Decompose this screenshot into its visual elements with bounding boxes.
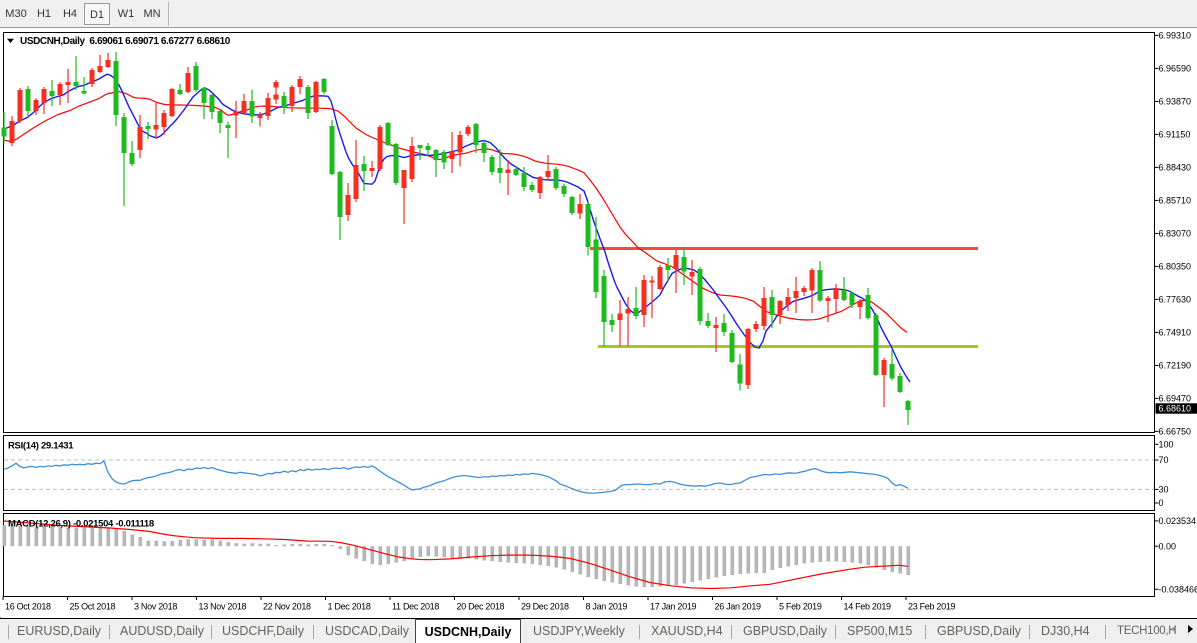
svg-text:3 Nov 2018: 3 Nov 2018 bbox=[134, 602, 177, 612]
svg-text:6.96590: 6.96590 bbox=[1159, 64, 1192, 74]
svg-text:6.99310: 6.99310 bbox=[1159, 31, 1192, 41]
svg-text:25 Oct 2018: 25 Oct 2018 bbox=[70, 602, 116, 612]
svg-text:6.88430: 6.88430 bbox=[1159, 163, 1192, 173]
svg-text:16 Oct 2018: 16 Oct 2018 bbox=[5, 602, 51, 612]
svg-text:100: 100 bbox=[1159, 440, 1174, 450]
svg-text:8 Jan 2019: 8 Jan 2019 bbox=[586, 602, 628, 612]
svg-text:17 Jan 2019: 17 Jan 2019 bbox=[650, 602, 697, 612]
svg-text:6.68610: 6.68610 bbox=[1159, 404, 1192, 414]
svg-text:USDCNH,Daily 6.69061 6.69071: USDCNH,Daily 6.69061 6.69071 6.67277 6.6… bbox=[20, 36, 231, 47]
svg-text:6.91150: 6.91150 bbox=[1159, 130, 1191, 140]
svg-text:6.69470: 6.69470 bbox=[1159, 394, 1192, 404]
svg-text:13 Nov 2018: 13 Nov 2018 bbox=[199, 602, 247, 612]
svg-text:22 Nov 2018: 22 Nov 2018 bbox=[263, 602, 311, 612]
svg-text:1 Dec 2018: 1 Dec 2018 bbox=[328, 602, 371, 612]
svg-text:29 Dec 2018: 29 Dec 2018 bbox=[521, 602, 569, 612]
svg-text:6.85710: 6.85710 bbox=[1159, 196, 1192, 206]
svg-text:-0.038466: -0.038466 bbox=[1159, 585, 1197, 595]
svg-text:30: 30 bbox=[1159, 485, 1169, 495]
svg-text:14 Feb 2019: 14 Feb 2019 bbox=[844, 602, 892, 612]
svg-text:70: 70 bbox=[1159, 455, 1169, 465]
svg-text:5 Feb 2019: 5 Feb 2019 bbox=[779, 602, 822, 612]
svg-text:6.74910: 6.74910 bbox=[1159, 328, 1192, 338]
svg-text:6.83070: 6.83070 bbox=[1159, 229, 1192, 239]
svg-text:23 Feb 2019: 23 Feb 2019 bbox=[908, 602, 956, 612]
svg-text:6.72190: 6.72190 bbox=[1159, 361, 1192, 371]
svg-text:0.00: 0.00 bbox=[1159, 541, 1177, 551]
svg-text:6.66750: 6.66750 bbox=[1159, 427, 1192, 437]
svg-text:20 Dec 2018: 20 Dec 2018 bbox=[457, 602, 505, 612]
svg-text:11 Dec 2018: 11 Dec 2018 bbox=[392, 602, 439, 612]
svg-text:MACD(12,26,9) -0.021504 -0.011: MACD(12,26,9) -0.021504 -0.011118 bbox=[8, 519, 154, 530]
svg-text:RSI(14) 29.1431: RSI(14) 29.1431 bbox=[8, 441, 74, 452]
svg-text:6.93870: 6.93870 bbox=[1159, 97, 1192, 107]
svg-text:0: 0 bbox=[1159, 498, 1164, 508]
svg-text:0.023534: 0.023534 bbox=[1159, 516, 1197, 526]
svg-text:6.80350: 6.80350 bbox=[1159, 262, 1192, 272]
svg-text:6.77630: 6.77630 bbox=[1159, 295, 1192, 305]
svg-text:26 Jan 2019: 26 Jan 2019 bbox=[715, 602, 762, 612]
